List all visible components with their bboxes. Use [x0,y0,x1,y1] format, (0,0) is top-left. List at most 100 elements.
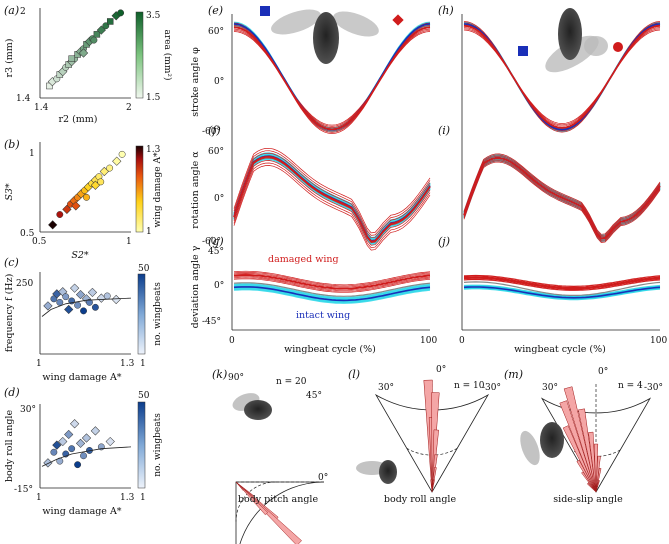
cbar-c-label: no. wingbeats [153,282,163,346]
tick-l-30: 30° [378,383,394,393]
panel-a: (a) 2 1.4 1.4 2 r2 (mm) r3 (mm) 3.5 1.5 … [4,4,173,125]
trace-line [463,160,661,242]
data-point [112,156,122,166]
data-point [74,301,82,309]
xtick-g-100: 100 [420,336,437,346]
trace-line [233,277,431,292]
panel-label-k: (k) [212,368,227,381]
xtick-g-0: 0 [229,336,235,346]
lines-h [463,21,661,133]
trace-line [463,276,661,288]
tick-l-0: 0° [436,365,446,375]
trace-line [233,271,431,287]
trace-line [233,278,431,293]
trace-line [233,160,431,246]
panel-d: (d) 30° -15° 1 1.3 wing damage A* body r… [4,386,163,517]
data-point [118,150,126,158]
data-point [87,287,98,298]
trace-line [463,154,661,237]
data-point [97,178,105,186]
trace-line [233,155,431,243]
trace-line [463,278,661,291]
trace-line [463,155,661,238]
fit-line-d [41,446,132,467]
trace-line [233,165,431,251]
data-point [62,293,70,301]
data-point [106,164,114,172]
ytick-g-45: 45° [208,247,224,257]
tick-k-90: 90° [228,373,244,383]
cbar-c-bottom: 1 [140,359,146,369]
trace-line [463,159,661,241]
cbar-b-top: 1.3 [146,145,161,155]
marker-diamond-e [392,14,404,26]
xlabel-m: side-slip angle [553,494,623,505]
ytick-a-top: 2 [20,7,26,17]
polar-l [374,379,490,493]
xtick-d-left: 1 [36,493,42,503]
panels-hij: (h) (i) (j) 0 100 wingbeat cycle (%) [438,4,667,355]
data-point [99,166,109,177]
polar-bin [588,431,597,493]
panel-label-f: (f) [208,124,221,137]
points-c [43,283,121,315]
trace-line [463,160,661,243]
trace-line [463,24,661,129]
polar-bin [586,482,597,493]
panels-efg: (e) (f) (g) 60° 0° -60° 60° 0° -60° 45° … [190,4,437,355]
colorbar-b [135,145,144,233]
trace-line [463,157,661,240]
ytick-f-0: 0° [214,194,224,204]
ytick-b-top: 1 [29,149,35,159]
panel-c: (c) 250 1 1.3 wing damage A* frequency f… [4,256,163,383]
xlabel-l: body roll angle [384,494,457,505]
trace-line [463,274,661,287]
polar-bin [431,479,435,493]
polar-outline [235,481,325,544]
marker-circle-h [613,42,623,52]
cbar-d-label: no. wingbeats [153,413,163,477]
panel-label-g: (g) [208,235,224,248]
fly-image-l [356,460,397,484]
data-point [56,298,64,306]
ylabel-e: stroke angle φ [190,47,201,117]
panel-label-h: (h) [438,4,454,17]
panel-label-i: (i) [438,124,450,137]
data-point [43,458,53,468]
ytick-e-m60: -60° [202,127,221,137]
data-point [80,452,87,460]
tick-m-30: 30° [542,383,558,393]
trace-line [233,153,431,240]
trace-line [233,276,431,291]
panel-k: (k) 90° 45° 0° n = 20 body pitch angle [212,368,328,544]
marker-square-h [518,46,528,56]
trace-line [463,275,661,288]
data-point [43,301,53,311]
cbar-c-top: 50 [138,264,150,274]
lines-i [463,153,661,243]
data-point [91,303,99,311]
ytick-f-60: 60° [208,147,224,157]
ytick-e-0: 0° [214,77,224,87]
data-point [103,292,111,300]
xtick-a-right: 2 [126,103,132,113]
annotation-intact-wing: intact wing [296,310,350,321]
panel-m: (m) 30° 0° -30° n = 4 side-slip angle [504,367,663,505]
panel-label-a: (a) [4,4,19,17]
polar-bin [562,425,597,493]
tick-k-45: 45° [306,391,322,401]
fit-line-c [41,297,132,317]
trace-line [233,157,431,244]
data-point [58,436,68,447]
trace-line [463,157,661,240]
ytick-c-top: 250 [16,279,33,289]
trace-line [233,284,431,300]
data-point [80,307,87,315]
trace-line [233,270,431,286]
panel-label-d: (d) [4,386,20,399]
xtick-a-left: 1.4 [34,103,49,113]
data-point [56,211,64,218]
trace-line [463,284,661,298]
tick-l-m30: -30° [482,383,501,393]
data-point [78,48,89,58]
